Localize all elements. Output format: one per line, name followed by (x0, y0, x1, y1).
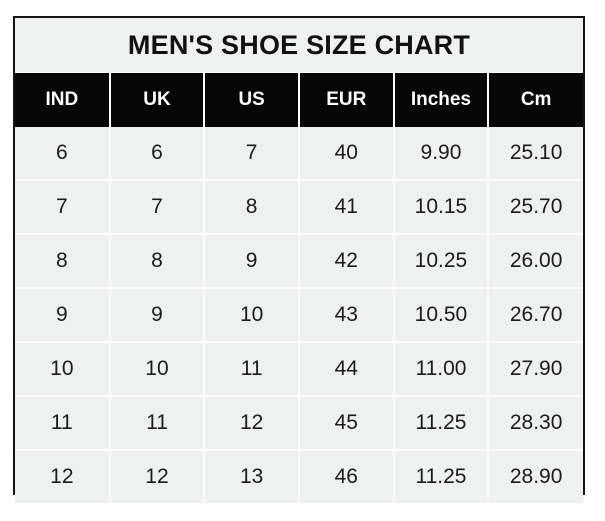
cell-us: 12 (204, 395, 300, 450)
cell-us: 9 (204, 233, 300, 288)
column-header-cm: Cm (488, 73, 583, 127)
cell-cm: 28.30 (488, 395, 583, 450)
cell-uk: 11 (109, 395, 206, 450)
cell-uk: 10 (109, 341, 206, 396)
cell-us: 8 (204, 179, 300, 234)
cell-ind: 8 (15, 233, 111, 288)
table-body: 6 6 7 40 9.90 25.10 7 7 8 41 10.15 25.70… (15, 127, 583, 503)
cell-eur: 45 (298, 395, 395, 450)
cell-cm: 26.00 (488, 233, 583, 288)
shoe-size-table: IND UK US EUR Inches Cm 6 6 7 40 9.90 25… (15, 73, 583, 503)
cell-ind: 6 (15, 127, 111, 180)
column-header-eur: EUR (298, 73, 395, 127)
cell-eur: 41 (298, 179, 395, 234)
cell-uk: 8 (109, 233, 206, 288)
cell-uk: 9 (109, 287, 206, 342)
cell-ind: 9 (15, 287, 111, 342)
column-header-us: US (204, 73, 300, 127)
cell-cm: 27.90 (488, 341, 583, 396)
table-row: 6 6 7 40 9.90 25.10 (15, 127, 583, 180)
cell-inches: 11.25 (393, 449, 490, 503)
cell-inches: 11.00 (393, 341, 490, 396)
cell-uk: 6 (109, 127, 206, 180)
cell-cm: 26.70 (488, 287, 583, 342)
table-header: IND UK US EUR Inches Cm (15, 73, 583, 127)
cell-us: 13 (204, 449, 300, 503)
page-title: MEN'S SHOE SIZE CHART (15, 18, 583, 73)
cell-us: 10 (204, 287, 300, 342)
cell-ind: 11 (15, 395, 111, 450)
cell-ind: 10 (15, 341, 111, 396)
table-row: 12 12 13 46 11.25 28.90 (15, 449, 583, 503)
cell-eur: 46 (298, 449, 395, 503)
cell-uk: 7 (109, 179, 206, 234)
column-header-ind: IND (15, 73, 111, 127)
cell-inches: 9.90 (393, 127, 490, 180)
cell-us: 11 (204, 341, 300, 396)
cell-inches: 11.25 (393, 395, 490, 450)
cell-eur: 44 (298, 341, 395, 396)
cell-eur: 42 (298, 233, 395, 288)
table-header-row: IND UK US EUR Inches Cm (15, 73, 583, 127)
table-row: 9 9 10 43 10.50 26.70 (15, 287, 583, 342)
cell-uk: 12 (109, 449, 206, 503)
cell-ind: 7 (15, 179, 111, 234)
cell-ind: 12 (15, 449, 111, 503)
column-header-uk: UK (109, 73, 206, 127)
cell-cm: 25.70 (488, 179, 583, 234)
column-header-inches: Inches (393, 73, 490, 127)
cell-cm: 28.90 (488, 449, 583, 503)
cell-cm: 25.10 (488, 127, 583, 180)
cell-inches: 10.15 (393, 179, 490, 234)
table-row: 11 11 12 45 11.25 28.30 (15, 395, 583, 450)
cell-us: 7 (204, 127, 300, 180)
table-row: 10 10 11 44 11.00 27.90 (15, 341, 583, 396)
cell-inches: 10.25 (393, 233, 490, 288)
cell-eur: 43 (298, 287, 395, 342)
table-row: 7 7 8 41 10.15 25.70 (15, 179, 583, 234)
cell-inches: 10.50 (393, 287, 490, 342)
table-row: 8 8 9 42 10.25 26.00 (15, 233, 583, 288)
size-chart-container: MEN'S SHOE SIZE CHART IND UK US EUR Inch… (13, 16, 585, 503)
cell-eur: 40 (298, 127, 395, 180)
